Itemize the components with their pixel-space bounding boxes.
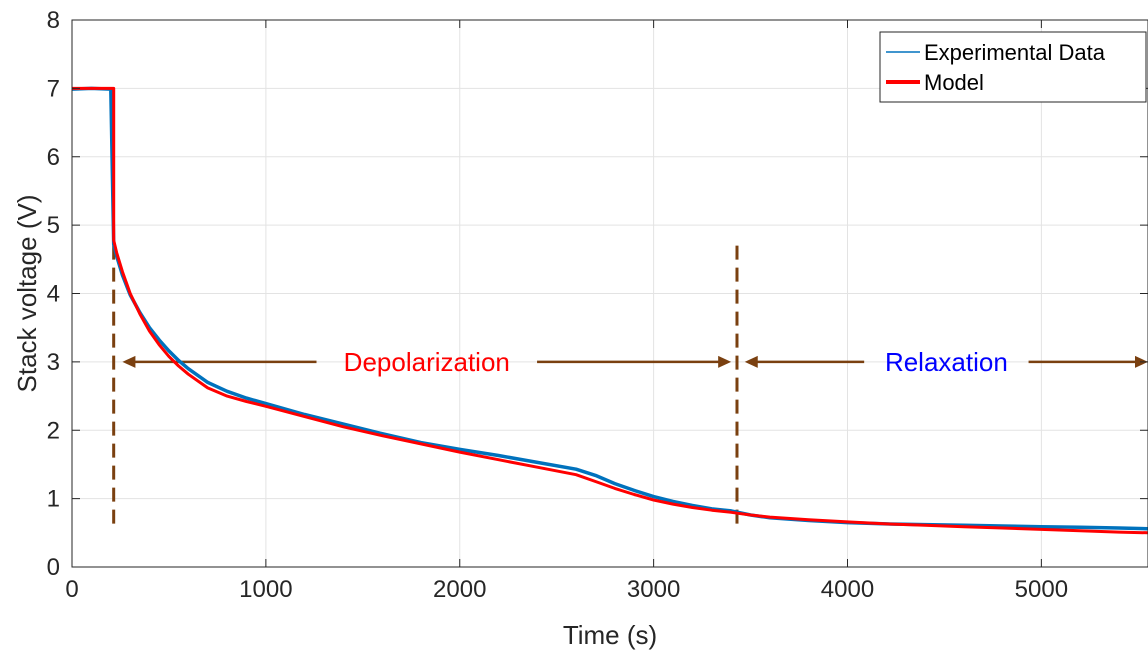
legend-entry-label: Experimental Data — [924, 40, 1106, 65]
y-tick-label: 0 — [47, 554, 60, 581]
annotation-label: Depolarization — [344, 347, 510, 377]
annotation-label: Relaxation — [885, 347, 1008, 377]
x-tick-label: 2000 — [433, 576, 486, 603]
annotation-arrowhead-left — [122, 355, 136, 368]
x-axis-label: Time (s) — [563, 620, 657, 650]
y-tick-label: 1 — [47, 486, 60, 513]
annotation-arrowhead-right — [718, 355, 732, 368]
x-tick-label: 4000 — [821, 576, 874, 603]
y-axis-label: Stack voltage (V) — [12, 195, 42, 393]
y-tick-label: 5 — [47, 212, 60, 239]
series-line-experimental — [71, 86, 1148, 531]
y-tick-label: 6 — [47, 144, 60, 171]
y-tick-label: 2 — [47, 417, 60, 444]
x-tick-label: 5000 — [1015, 576, 1068, 603]
x-tick-label: 0 — [65, 576, 78, 603]
legend: Experimental Data Model — [879, 31, 1147, 103]
series-line-model — [72, 86, 1148, 535]
series-layer — [71, 86, 1148, 535]
legend-entry-label: Model — [924, 70, 984, 95]
y-tick-label: 7 — [47, 75, 60, 102]
y-tick-label: 4 — [47, 281, 60, 308]
axes: 0 1000 2000 3000 4000 5000 0 1 2 3 4 5 6 7 8 — [47, 7, 1148, 603]
x-tick-label: 1000 — [239, 576, 292, 603]
annotations: Depolarization Relaxation — [112, 245, 1148, 526]
legend-box — [879, 31, 1147, 103]
y-tick-label: 3 — [47, 349, 60, 376]
y-tick-label: 8 — [47, 7, 60, 34]
x-tick-label: 3000 — [627, 576, 680, 603]
annotation-arrowhead-left — [744, 355, 758, 368]
